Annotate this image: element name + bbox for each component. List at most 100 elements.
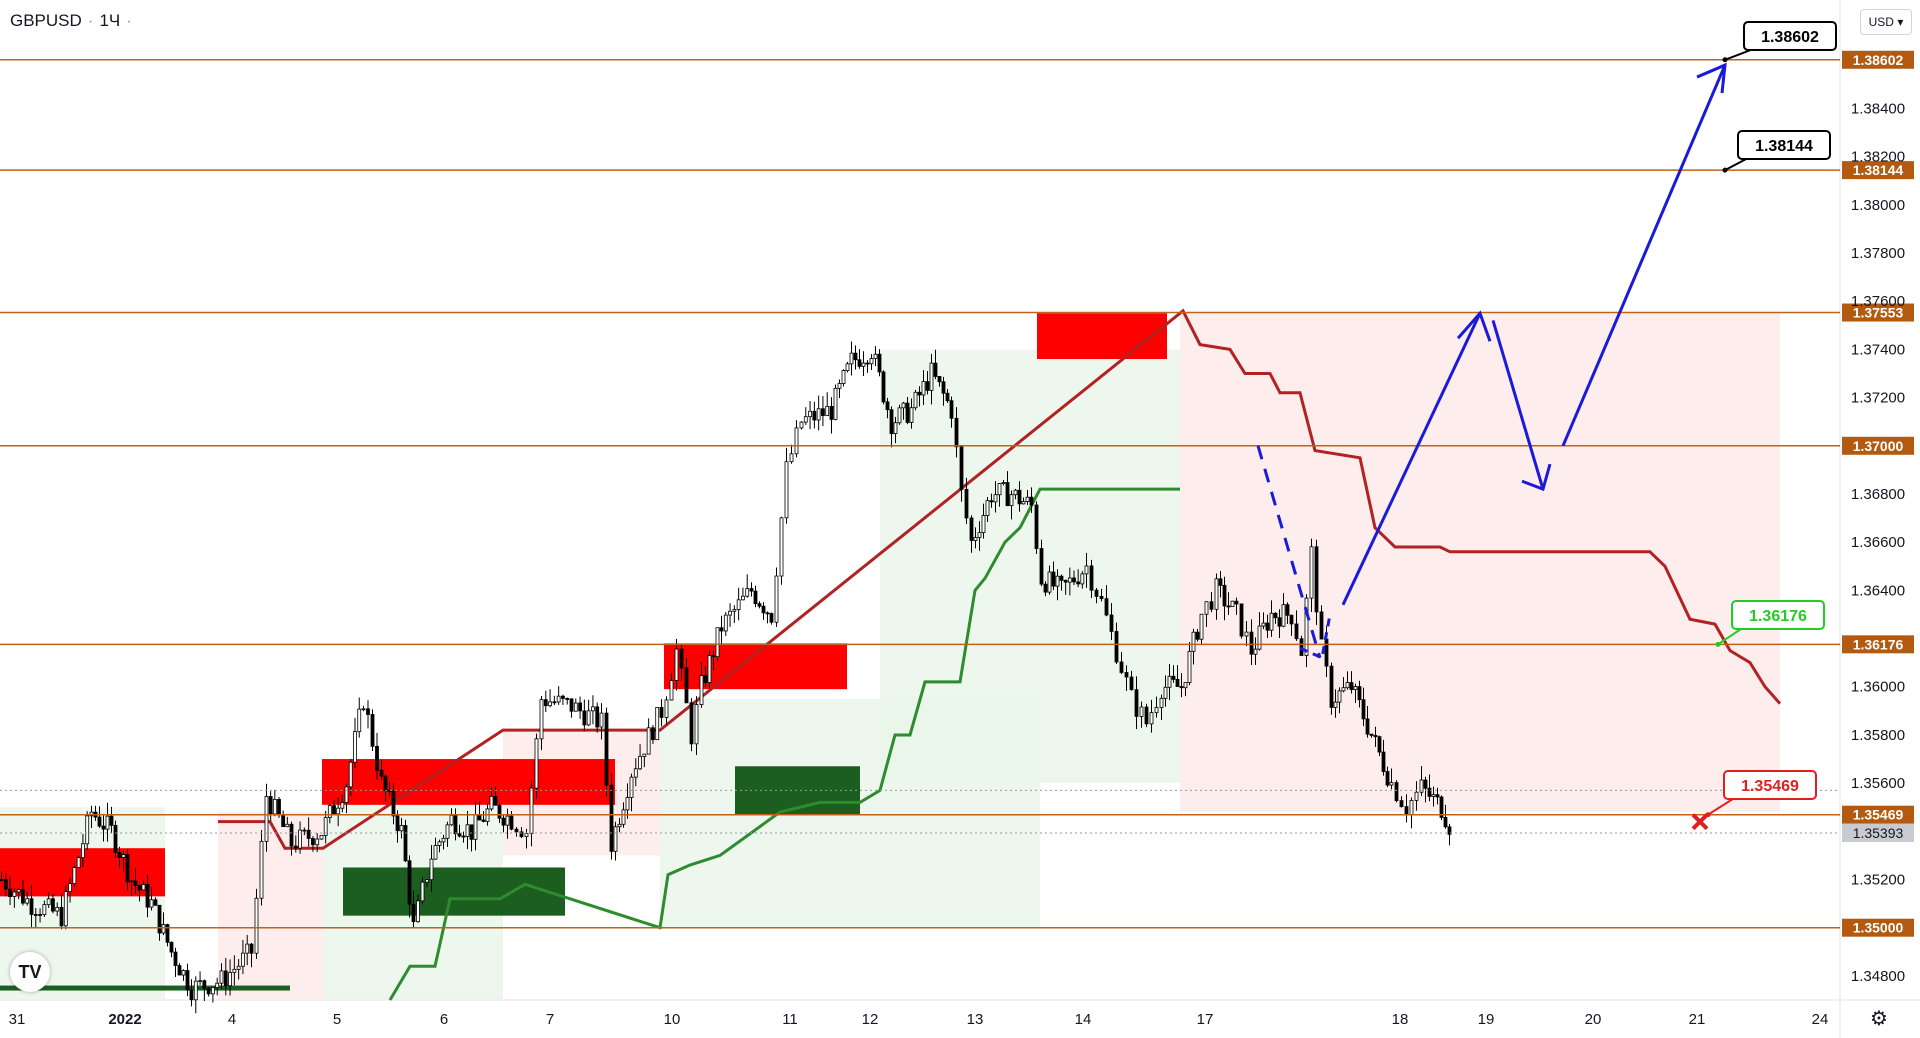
- price-tick: 1.34800: [1851, 968, 1905, 985]
- price-callout-0[interactable]: 1.38602: [1722, 21, 1837, 63]
- candle: [1261, 612, 1266, 630]
- level-price-label[interactable]: 1.37000: [1842, 436, 1914, 455]
- candle: [72, 865, 77, 887]
- candle: [1099, 588, 1104, 602]
- price-tick: 1.36400: [1851, 582, 1905, 599]
- price-callout-3[interactable]: 1.35469: [1705, 770, 1817, 818]
- projection-arrow-dashed[interactable]: [1256, 445, 1322, 659]
- callout-label: 1.38144: [1755, 138, 1813, 155]
- candle: [411, 890, 416, 929]
- candle: [694, 696, 699, 756]
- candle: [211, 987, 215, 1003]
- candle: [1094, 588, 1099, 604]
- candle: [929, 353, 934, 405]
- demand-box-1[interactable]: [343, 867, 565, 916]
- candle: [391, 783, 396, 825]
- time-tick: 4: [228, 1011, 236, 1028]
- candle: [1319, 605, 1324, 640]
- zone-red-3: [1180, 313, 1780, 813]
- candle: [348, 758, 353, 796]
- candle: [1199, 613, 1204, 645]
- candle: [1187, 642, 1192, 686]
- level-price-label[interactable]: 1.36176: [1842, 635, 1914, 654]
- candle: [63, 884, 68, 930]
- candle: [1345, 671, 1350, 690]
- candle: [897, 404, 902, 425]
- price-callout-2[interactable]: 1.36176: [1715, 600, 1825, 647]
- candle: [1329, 662, 1334, 715]
- candle: [745, 574, 750, 598]
- candle: [845, 361, 850, 373]
- candle: [125, 849, 130, 891]
- candle: [1043, 581, 1048, 597]
- price-tick: 1.38000: [1851, 197, 1905, 214]
- candle: [46, 892, 51, 908]
- trailing-support-line: [388, 487, 1180, 1001]
- price-tick: 1.35600: [1851, 775, 1905, 792]
- level-price-label[interactable]: 1.38144: [1842, 161, 1914, 180]
- candle: [149, 887, 154, 911]
- price-callout-1[interactable]: 1.38144: [1722, 130, 1831, 173]
- candle: [799, 421, 804, 430]
- candle: [306, 817, 311, 847]
- candle: [481, 811, 486, 823]
- candle: [917, 386, 922, 407]
- time-tick: 31: [9, 1011, 26, 1028]
- projection-arrow-up-1[interactable]: [1341, 312, 1482, 606]
- time-tick: 18: [1392, 1011, 1409, 1028]
- price-tick: 1.35800: [1851, 727, 1905, 744]
- candle: [719, 615, 724, 646]
- symbol-label[interactable]: GBPUSD · 1Ч ·: [10, 11, 132, 30]
- level-price-label[interactable]: 1.38602: [1842, 50, 1914, 69]
- candle: [561, 694, 565, 706]
- level-price-label[interactable]: 1.37553: [1842, 303, 1914, 322]
- candle: [1333, 689, 1338, 718]
- candle: [689, 698, 694, 752]
- candle: [794, 420, 799, 458]
- candle: [264, 783, 269, 852]
- candle: [505, 808, 510, 839]
- candle: [1357, 680, 1362, 708]
- candle: [469, 824, 474, 852]
- candle: [646, 718, 651, 755]
- candle: [638, 744, 642, 771]
- candle: [1179, 673, 1184, 698]
- tradingview-logo[interactable]: TV: [10, 952, 50, 992]
- candle: [949, 396, 954, 428]
- candle: [789, 444, 794, 464]
- supply-box-3[interactable]: [664, 643, 847, 690]
- level-price-label[interactable]: 1.35469: [1842, 805, 1914, 824]
- level-price-label[interactable]: 1.35000: [1842, 918, 1914, 937]
- svg-text:1.37000: 1.37000: [1853, 438, 1904, 454]
- candle: [869, 354, 874, 371]
- candle: [959, 444, 964, 502]
- price-tick: 1.35200: [1851, 872, 1905, 889]
- supply-box-2[interactable]: [322, 759, 615, 805]
- time-tick: 14: [1075, 1011, 1092, 1028]
- supply-box-4[interactable]: [1037, 313, 1167, 360]
- candle: [1051, 561, 1056, 591]
- candle: [399, 817, 404, 839]
- candle: [1129, 670, 1134, 691]
- candle: [433, 837, 438, 860]
- candle: [1244, 621, 1249, 647]
- candles[interactable]: [0, 341, 1452, 1014]
- current-price-label: 1.35393: [1842, 824, 1914, 843]
- arrowhead-2: [1521, 463, 1552, 492]
- candle: [1265, 614, 1270, 638]
- candle: [177, 963, 182, 976]
- projection-arrow-up-2[interactable]: [1561, 64, 1727, 447]
- candle: [674, 638, 679, 691]
- timeframe-label[interactable]: 1Ч: [99, 11, 121, 30]
- candle: [1005, 471, 1010, 507]
- candle: [833, 384, 838, 421]
- currency-selector[interactable]: USD ▾: [1860, 9, 1912, 35]
- demand-box-3[interactable]: [0, 985, 290, 991]
- candle: [905, 397, 910, 425]
- candle: [901, 401, 906, 420]
- candle: [1214, 573, 1219, 620]
- candle: [441, 834, 446, 850]
- gear-icon[interactable]: ⚙: [1870, 1008, 1888, 1030]
- projection-arrow-down[interactable]: [1491, 320, 1545, 490]
